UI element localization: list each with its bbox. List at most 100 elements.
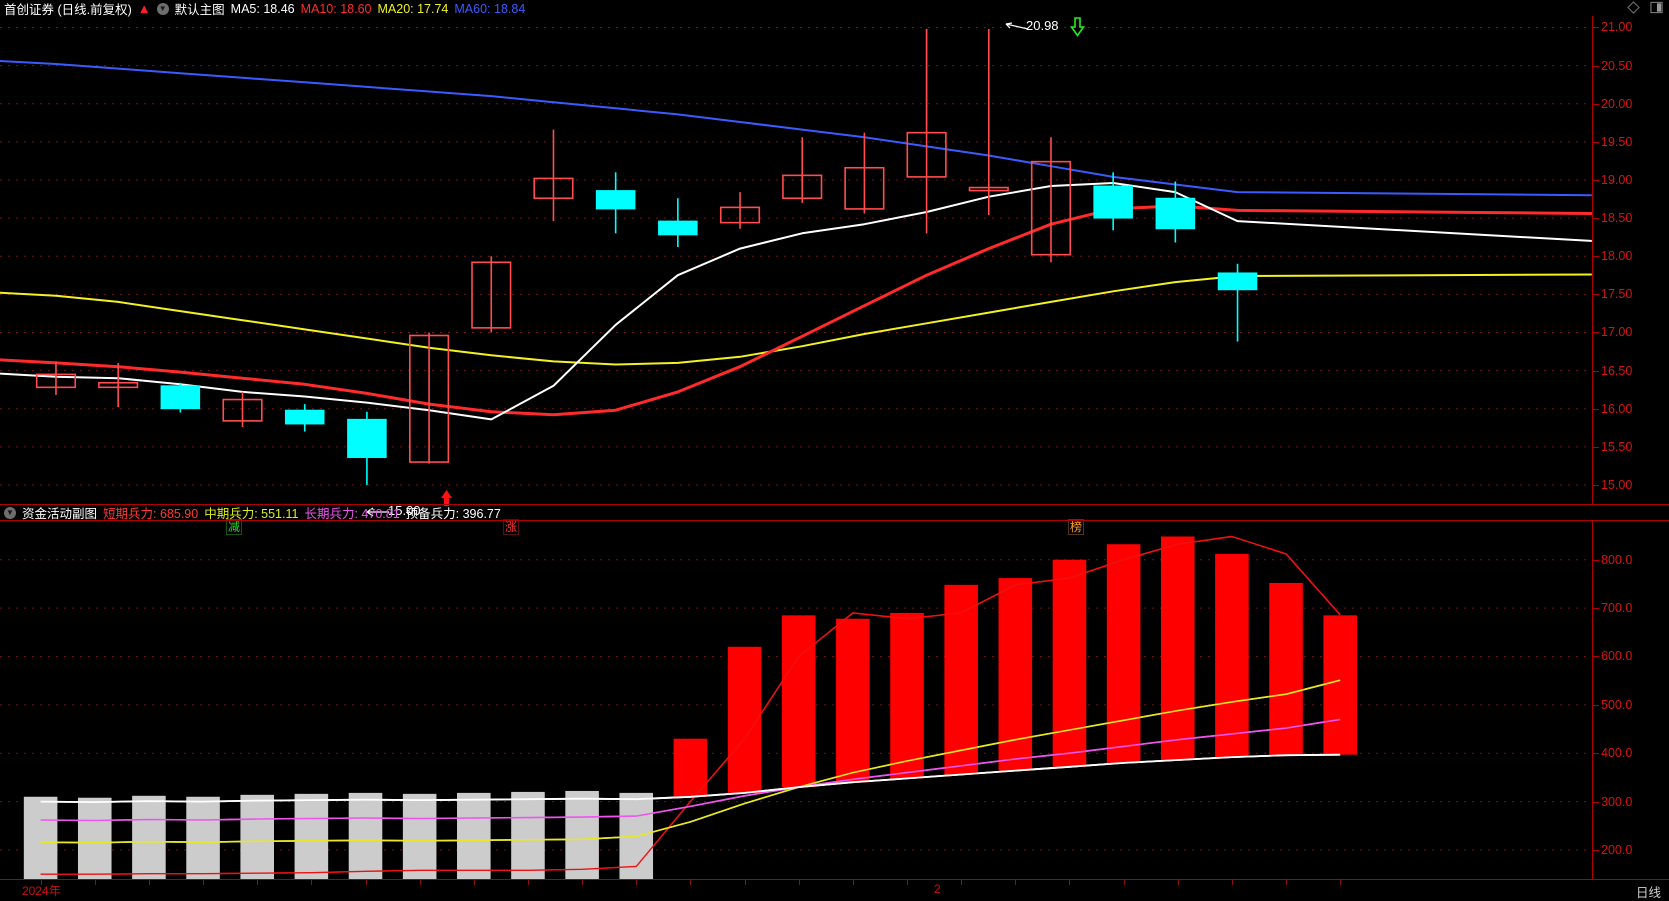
price-tick — [1593, 141, 1599, 143]
candle[interactable] — [719, 192, 761, 229]
candle[interactable] — [471, 256, 512, 333]
ma-line — [0, 182, 1592, 421]
sub-indicator-title[interactable]: 资金活动副图 — [22, 507, 98, 521]
chevron-down-circle-icon[interactable]: ▼ — [4, 506, 16, 519]
fund-tick — [1593, 753, 1599, 755]
candle[interactable] — [347, 411, 387, 485]
candle[interactable] — [222, 391, 263, 427]
fund-bar[interactable] — [1323, 615, 1357, 755]
fund-tick-label: 200.0 — [1601, 842, 1633, 857]
fund-bar[interactable] — [565, 790, 599, 879]
fund-bar[interactable] — [781, 615, 816, 788]
low-leader-arrow-icon — [366, 507, 389, 517]
fund-bar[interactable] — [240, 794, 274, 879]
price-tick — [1593, 484, 1599, 486]
sub-chart-header: ▼ 资金活动副图 短期兵力: 685.90 中期兵力: 551.11 长期兵力:… — [0, 504, 501, 521]
fund-tick — [1593, 849, 1599, 851]
date-tick — [636, 880, 637, 885]
fund-bar-plot[interactable] — [0, 521, 1592, 879]
candle[interactable] — [160, 382, 201, 413]
candle[interactable] — [968, 28, 1009, 216]
candle[interactable] — [1030, 137, 1072, 263]
stock-title[interactable]: 首创证券 (日线.前复权) — [4, 3, 132, 17]
fund-bar[interactable] — [77, 797, 112, 879]
indicator-line — [40, 679, 1341, 844]
candle[interactable] — [595, 172, 636, 234]
fund-bar[interactable] — [890, 612, 924, 779]
fund-tick-label: 800.0 — [1601, 552, 1633, 567]
date-tick — [1069, 880, 1070, 885]
ma-line — [0, 60, 1592, 197]
candle[interactable] — [98, 362, 139, 408]
date-tick — [799, 880, 800, 885]
fund-bar[interactable] — [836, 618, 870, 783]
fund-bar[interactable] — [294, 793, 329, 879]
fund-bar[interactable] — [23, 796, 58, 879]
fund-activity-panel[interactable] — [0, 521, 1592, 879]
date-tick — [1232, 880, 1233, 885]
candle[interactable] — [35, 361, 77, 395]
date-tick — [690, 880, 691, 885]
candle[interactable] — [1155, 181, 1196, 243]
candle[interactable] — [409, 332, 450, 464]
date-tick — [1178, 880, 1179, 885]
fund-tick — [1593, 656, 1599, 658]
date-tick — [582, 880, 583, 885]
candle[interactable] — [284, 404, 325, 432]
candle[interactable] — [533, 129, 574, 222]
fund-bar[interactable] — [1052, 559, 1087, 767]
fund-bar[interactable] — [1106, 544, 1141, 763]
date-tick — [257, 880, 258, 885]
date-axis: 2024年 2 — [0, 880, 1669, 901]
panel-divider-top — [0, 504, 1669, 505]
panel-toggle-icon[interactable] — [1650, 1, 1663, 14]
fund-bar[interactable] — [348, 792, 383, 879]
main-chart-header: 首创证券 (日线.前复权) ▲ ▼ 默认主图 MA5: 18.46 MA10: … — [0, 0, 525, 18]
fund-bar[interactable] — [132, 795, 166, 879]
candle[interactable] — [1093, 172, 1133, 231]
fund-bar[interactable] — [402, 793, 437, 879]
fund-bar[interactable] — [511, 791, 545, 879]
candle[interactable] — [844, 132, 885, 214]
fund-bar[interactable] — [673, 738, 708, 797]
ma-line — [0, 273, 1592, 366]
price-tick — [1593, 370, 1599, 372]
price-chart-panel[interactable] — [0, 16, 1592, 504]
fund-bar[interactable] — [457, 792, 491, 879]
fund-tick-label: 600.0 — [1601, 649, 1633, 664]
chevron-down-circle-icon[interactable]: ▼ — [156, 2, 169, 15]
date-tick — [149, 880, 150, 885]
price-tick-label: 18.50 — [1601, 211, 1633, 226]
mid-force-readout: 中期兵力: 551.11 — [204, 507, 299, 521]
fund-tick — [1593, 801, 1599, 803]
candle[interactable] — [782, 137, 823, 203]
fund-bar[interactable] — [944, 584, 978, 775]
fund-bar[interactable] — [1160, 536, 1195, 760]
date-tick — [745, 880, 746, 885]
marker-rise: 涨 — [503, 519, 520, 535]
price-tick — [1593, 218, 1599, 220]
marker-reduce: 减 — [226, 519, 243, 535]
fund-bar[interactable] — [1215, 553, 1249, 758]
fund-tick-label: 500.0 — [1601, 697, 1633, 712]
window-controls[interactable] — [1627, 1, 1663, 14]
candlestick-plot[interactable] — [0, 16, 1592, 504]
diamond-icon[interactable] — [1627, 1, 1640, 14]
price-tick-label: 19.00 — [1601, 172, 1633, 187]
date-tick — [1286, 880, 1287, 885]
date-tick — [853, 880, 854, 885]
indicator-line — [40, 753, 1341, 803]
fund-bar[interactable] — [727, 646, 762, 793]
fund-bar[interactable] — [998, 578, 1033, 771]
price-tick — [1593, 256, 1599, 258]
short-force-readout: 短期兵力: 685.90 — [103, 507, 199, 521]
indicator-line — [40, 535, 1341, 875]
candle[interactable] — [658, 198, 698, 248]
fund-bar[interactable] — [186, 796, 220, 879]
date-label-month: 2 — [934, 882, 941, 896]
price-tick-label: 17.00 — [1601, 325, 1633, 340]
fund-tick-label: 300.0 — [1601, 794, 1633, 809]
indicator-name[interactable]: 默认主图 — [174, 3, 225, 17]
candle[interactable] — [1217, 263, 1258, 342]
